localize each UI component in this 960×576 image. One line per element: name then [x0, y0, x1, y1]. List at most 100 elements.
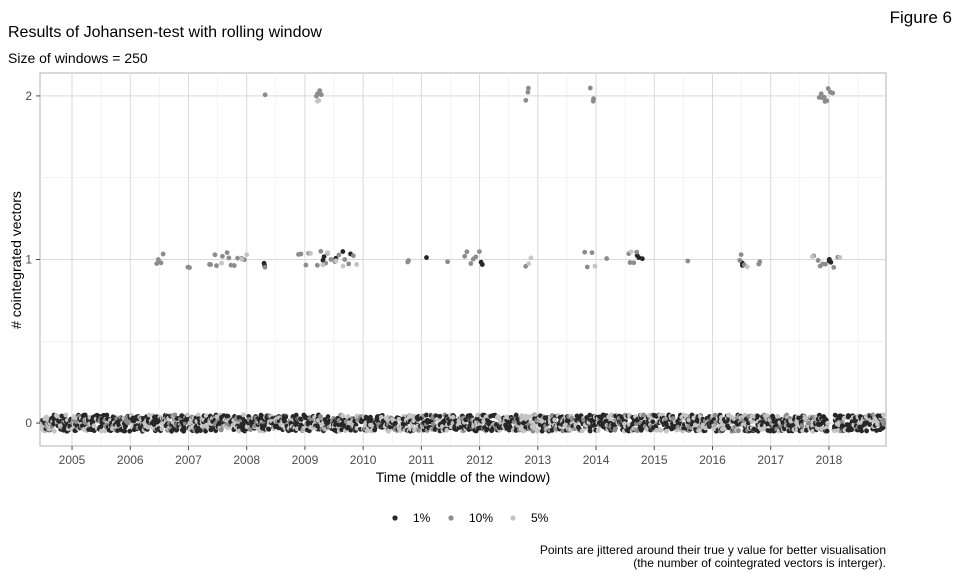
point-5pct — [841, 415, 847, 421]
point-10pct — [823, 261, 828, 267]
point-10pct — [806, 420, 812, 426]
point-1pct — [393, 420, 398, 426]
point-1pct — [239, 421, 245, 427]
point-5pct — [481, 418, 487, 424]
point-5pct — [354, 425, 360, 431]
point-1pct — [849, 427, 855, 433]
point-10pct — [839, 419, 845, 425]
point-10pct — [881, 421, 887, 427]
point-10pct — [476, 249, 482, 254]
point-10pct — [880, 417, 886, 423]
point-1pct — [266, 426, 272, 432]
point-10pct — [831, 264, 837, 270]
point-10pct — [262, 92, 268, 98]
point-10pct — [226, 255, 232, 261]
point-1pct — [587, 425, 593, 430]
point-5pct — [881, 412, 886, 418]
point-10pct — [830, 90, 836, 96]
legend-key-5pct — [510, 515, 516, 521]
data-points — [38, 85, 887, 434]
point-5pct — [528, 255, 534, 261]
point-5pct — [340, 263, 346, 269]
point-5pct — [663, 428, 669, 434]
point-5pct — [444, 427, 450, 433]
y-axis-ticks: 0 1 2 — [25, 89, 40, 430]
point-1pct — [880, 425, 886, 431]
point-10pct — [641, 412, 646, 418]
point-5pct — [308, 250, 313, 256]
x-tick-label: 2018 — [816, 453, 843, 467]
point-5pct — [396, 416, 402, 422]
point-10pct — [220, 253, 225, 259]
point-1pct — [587, 428, 593, 434]
point-10pct — [523, 97, 529, 103]
point-10pct — [155, 257, 161, 262]
point-10pct — [218, 427, 224, 433]
point-10pct — [462, 253, 468, 259]
x-tick-label: 2013 — [524, 453, 551, 467]
point-5pct — [654, 427, 660, 433]
point-1pct — [782, 426, 787, 432]
point-1pct — [203, 428, 209, 434]
point-10pct — [584, 264, 590, 270]
point-1pct — [600, 422, 606, 428]
point-1pct — [258, 412, 264, 418]
point-10pct — [825, 86, 831, 91]
point-10pct — [262, 264, 268, 270]
point-1pct — [293, 412, 299, 418]
point-10pct — [172, 412, 178, 418]
point-10pct — [160, 251, 166, 257]
chart-title: Results of Johansen-test with rolling wi… — [8, 24, 322, 41]
point-5pct — [203, 413, 209, 419]
point-10pct — [799, 423, 805, 428]
legend-key-10pct — [448, 515, 454, 521]
point-5pct — [236, 428, 242, 434]
point-5pct — [825, 420, 831, 426]
point-5pct — [875, 421, 881, 427]
point-1pct — [859, 428, 865, 434]
point-5pct — [657, 427, 663, 433]
x-tick-label: 2008 — [233, 453, 260, 467]
point-10pct — [318, 92, 324, 98]
point-10pct — [314, 262, 320, 268]
point-1pct — [82, 412, 88, 418]
point-10pct — [738, 252, 744, 258]
point-10pct — [212, 252, 218, 258]
point-1pct — [122, 428, 128, 434]
point-10pct — [613, 426, 618, 431]
point-5pct — [535, 427, 540, 433]
figure-label: Figure 6 — [889, 8, 952, 27]
point-1pct — [79, 423, 85, 429]
x-tick-label: 2017 — [757, 453, 784, 467]
point-1pct — [828, 259, 834, 265]
point-10pct — [336, 252, 342, 258]
point-10pct — [473, 254, 479, 260]
point-5pct — [696, 428, 702, 433]
x-tick-label: 2010 — [350, 453, 377, 467]
point-5pct — [145, 424, 151, 430]
point-10pct — [589, 250, 595, 256]
point-1pct — [726, 425, 732, 431]
y-axis-title: # cointegrated vectors — [8, 191, 24, 329]
point-5pct — [775, 413, 780, 419]
point-5pct — [742, 412, 748, 418]
point-5pct — [185, 412, 190, 418]
point-5pct — [316, 98, 322, 103]
point-10pct — [328, 257, 334, 262]
point-1pct — [340, 249, 346, 254]
point-10pct — [231, 263, 237, 268]
point-5pct — [744, 264, 750, 270]
point-10pct — [468, 261, 474, 266]
y-tick-label: 0 — [25, 416, 32, 430]
point-10pct — [464, 249, 470, 255]
point-5pct — [595, 428, 601, 433]
x-tick-label: 2006 — [117, 453, 144, 467]
point-1pct — [90, 419, 96, 425]
point-10pct — [737, 257, 743, 263]
point-5pct — [241, 412, 246, 418]
point-1pct — [867, 422, 872, 427]
point-5pct — [686, 417, 692, 423]
point-5pct — [831, 428, 837, 434]
chart-subtitle: Size of windows = 250 — [8, 50, 148, 66]
